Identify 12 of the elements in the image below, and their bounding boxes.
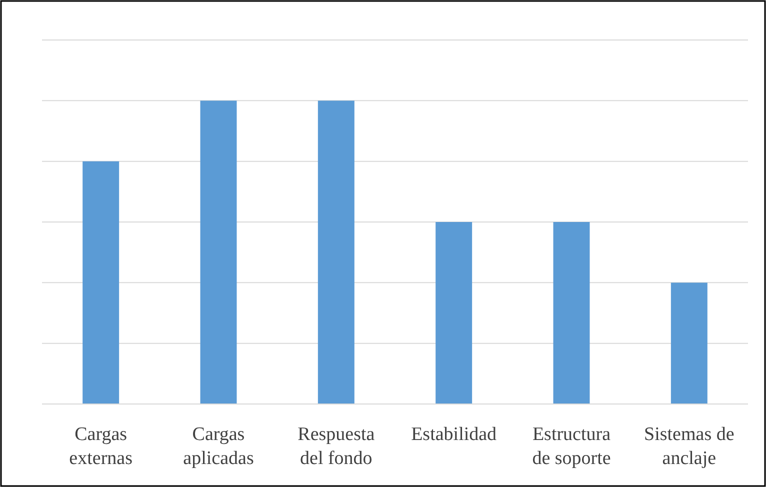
bar (318, 100, 354, 404)
bar (200, 100, 237, 404)
x-tick-label: Estructura de soporte (532, 424, 612, 469)
x-tick-label: Estabilidad (411, 424, 498, 445)
x-tick-label: Cargas aplicadas (183, 424, 254, 469)
bar (670, 282, 708, 404)
bar (82, 161, 120, 404)
bar (553, 222, 590, 404)
x-tick-label: Sistemas de anclaje (644, 424, 734, 469)
x-tick-label: Respuesta del fondo (298, 424, 376, 469)
bar (436, 222, 472, 404)
x-tick-label: Cargas externas (69, 424, 132, 469)
